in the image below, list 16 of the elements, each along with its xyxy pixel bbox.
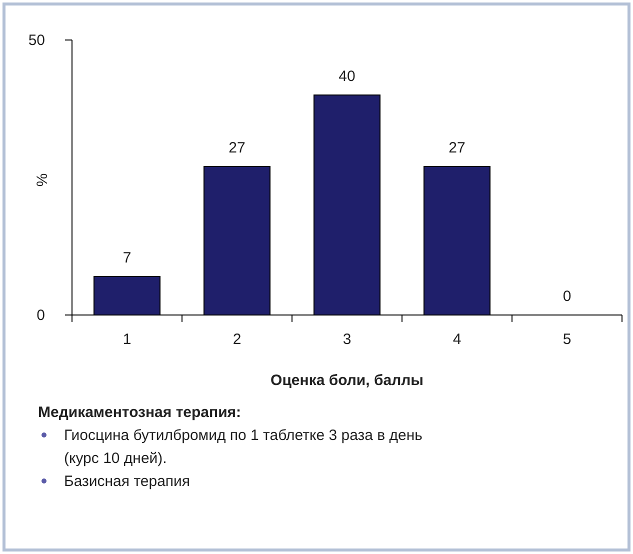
text: Медикаментозная терапия: [38, 404, 242, 421]
data-label: 27 [228, 140, 246, 156]
data-label: 7 [122, 250, 132, 266]
y-tick-label: 50 [28, 32, 45, 49]
text: Базисная терапия [64, 473, 190, 490]
data-label: 0 [562, 288, 572, 305]
x-tick-label: 3 [342, 331, 352, 348]
data-label: 40 [338, 68, 356, 85]
x-tick-label: 4 [452, 331, 462, 348]
y-axis-title: % [34, 173, 51, 187]
data-label: 27 [448, 140, 466, 156]
x-tick-label: 2 [232, 331, 242, 348]
x-axis-title: Оценка боли, баллы [270, 372, 424, 389]
text: Гиосцина бутилбромид по 1 таблетке 3 раза в день (курс 10 дней). [64, 427, 423, 467]
x-tick-label: 5 [562, 331, 572, 348]
x-tick-label: 1 [122, 331, 132, 348]
